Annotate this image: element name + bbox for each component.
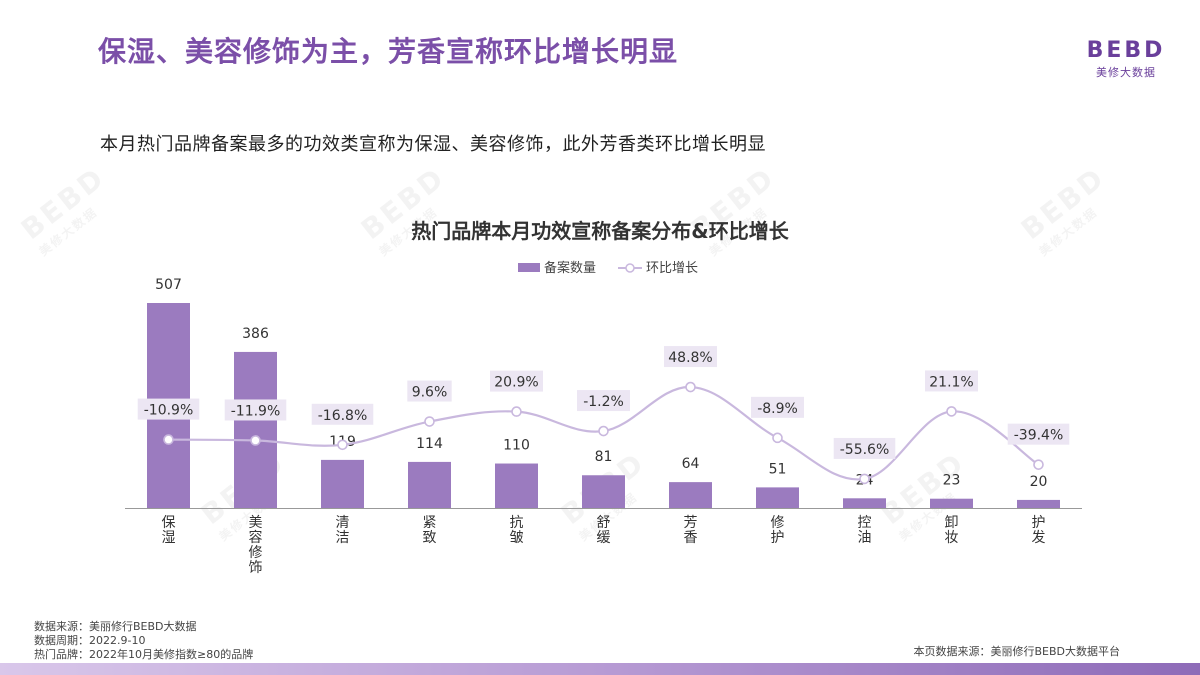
growth-label: -10.9% [144, 403, 194, 419]
bar-value-label: 81 [595, 449, 613, 465]
growth-label-bg [833, 437, 896, 459]
legend-label-bar: 备案数量 [544, 260, 596, 276]
growth-point [511, 406, 522, 417]
growth-series: -10.9% -11.9% -16.8% 9.6% 20.9% -1.2% 48.8% -8.… [137, 346, 1070, 485]
footnote: 数据来源：美丽修行BEBD大数据 数据周期：2022.9-10 热门品牌：202… [34, 620, 253, 662]
bar-value-label: 114 [416, 436, 443, 452]
growth-point [424, 416, 435, 427]
page-source: 本页数据来源：美丽修行BEBD大数据平台 [913, 645, 1120, 658]
bar-value-label: 64 [682, 456, 700, 472]
growth-label-bg [925, 370, 978, 392]
page-title: 保湿、美容修饰为主，芳香宣称环比增长明显 [98, 35, 679, 68]
bar-1 [234, 351, 277, 508]
growth-point [1033, 459, 1044, 470]
growth-label: -8.9% [757, 401, 798, 417]
x-tick-label: 控油 [858, 515, 872, 546]
growth-label: 48.8% [668, 350, 712, 366]
x-tick-label: 护发 [1032, 515, 1046, 546]
brand-logo: BEBD 美修大数据 [1086, 40, 1166, 80]
growth-label: -11.9% [231, 403, 281, 419]
bar-value-label: 110 [503, 438, 530, 454]
chart-legend: 备案数量 环比增长 [518, 260, 698, 276]
growth-point [772, 432, 783, 444]
growth-label-bg [311, 403, 374, 425]
bar-8 [843, 498, 886, 508]
growth-label-bg [751, 396, 804, 418]
growth-line [168, 385, 1040, 481]
growth-label: -1.2% [583, 394, 624, 410]
growth-label-bg [137, 398, 200, 420]
growth-point [337, 439, 348, 451]
legend-label-line: 环比增长 [646, 261, 698, 276]
growth-label: 20.9% [494, 375, 538, 391]
bar-2 [321, 459, 364, 508]
growth-label-bg [664, 346, 717, 368]
legend-swatch-bar [518, 263, 540, 272]
bar-4 [495, 463, 538, 508]
growth-label-bg [407, 380, 452, 402]
footnote-brands: 热门品牌：2022年10月美修指数≥80的品牌 [34, 648, 254, 661]
bar-value-label: 507 [155, 277, 182, 293]
growth-point [250, 435, 261, 446]
growth-point [946, 406, 957, 417]
growth-point [598, 425, 609, 437]
growth-label: 9.6% [412, 385, 448, 401]
footnote-source: 数据来源：美丽修行BEBD大数据 [34, 620, 197, 633]
chart-title: 热门品牌本月功效宣称备案分布&环比增长 [411, 219, 789, 243]
logo-subtitle: 美修大数据 [1096, 66, 1156, 79]
x-tick-label: 卸妆 [945, 515, 959, 546]
x-tick-labels: 保湿 美容修饰 清洁 紧致 抗皱 舒缓 芳香 修护 控油 卸妆 护发 [162, 514, 1046, 576]
growth-label-bg [577, 390, 630, 412]
bar-6 [669, 482, 712, 508]
bar-value-label: 20 [1030, 474, 1048, 490]
x-tick-label: 紧致 [423, 515, 437, 546]
x-tick-label: 美容修饰 [249, 515, 263, 576]
footnote-period: 数据周期：2022.9-10 [34, 634, 146, 647]
growth-label: -16.8% [318, 408, 368, 424]
page-subtitle: 本月热门品牌备案最多的功效类宣称为保湿、美容修饰，此外芳香类环比增长明显 [100, 134, 766, 155]
bar-value-label: 386 [242, 326, 269, 342]
x-tick-label: 抗皱 [510, 515, 524, 546]
bar-5 [582, 475, 625, 508]
x-tick-label: 保湿 [162, 515, 176, 546]
x-tick-label: 修护 [771, 515, 785, 546]
growth-label: -55.6% [840, 442, 890, 458]
logo-mark: BEBD [1086, 38, 1166, 63]
growth-label-bg [224, 399, 287, 421]
growth-label-bg [490, 370, 543, 392]
growth-point [859, 473, 870, 485]
growth-point [685, 381, 696, 393]
growth-label: 21.1% [929, 374, 973, 390]
legend-swatch-marker [625, 263, 635, 273]
x-tick-label: 芳香 [684, 514, 698, 546]
x-tick-label: 舒缓 [597, 515, 611, 546]
bar-3 [408, 461, 451, 508]
bar-value-label: 23 [943, 473, 961, 489]
bar-value-label: 51 [769, 461, 787, 477]
growth-label: -39.4% [1014, 428, 1064, 444]
growth-label-bg [1007, 423, 1070, 445]
bar-9 [930, 498, 973, 508]
bottom-decor-bar [0, 663, 1200, 675]
growth-point [163, 434, 174, 445]
x-tick-label: 清洁 [336, 515, 350, 546]
bar-10 [1017, 499, 1060, 508]
bar-7 [756, 487, 799, 508]
